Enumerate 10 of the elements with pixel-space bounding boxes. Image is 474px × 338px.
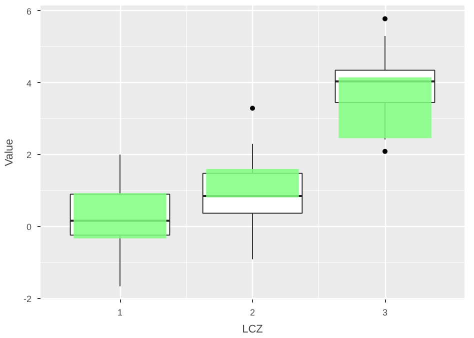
y-tick-label: -2 <box>24 294 32 304</box>
y-tick-label: 2 <box>26 150 32 160</box>
x-axis-title: LCZ <box>242 324 264 336</box>
x-tick-label: 1 <box>117 308 123 318</box>
x-tick-label: 2 <box>250 308 256 318</box>
y-tick-label: 4 <box>26 78 32 88</box>
y-axis-title: Value <box>4 138 16 166</box>
y-tick-label: 6 <box>26 6 32 16</box>
x-tick-label: 3 <box>382 308 388 318</box>
y-tick-label: 0 <box>26 222 32 232</box>
